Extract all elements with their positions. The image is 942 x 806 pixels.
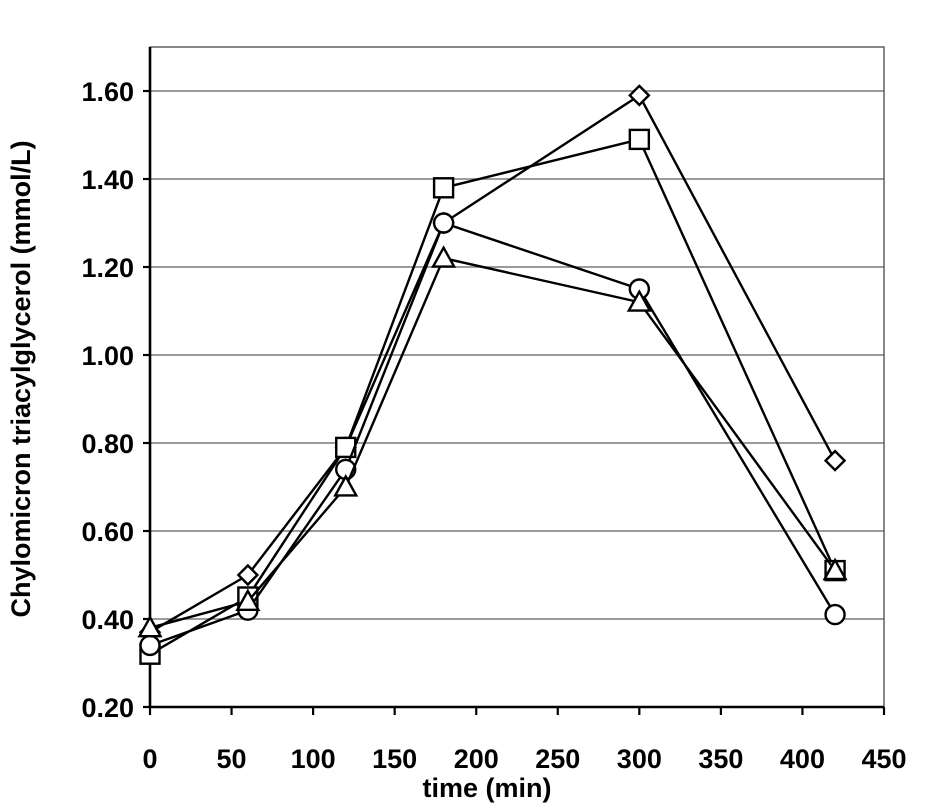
data-point-circle: [432, 212, 455, 234]
data-series: [137, 84, 848, 665]
grid-lines: [150, 90, 884, 620]
series-line-triangle: [149, 256, 837, 629]
data-point-triangle: [626, 289, 652, 312]
x-tick-label: 250: [535, 744, 580, 774]
x-tick-label: 450: [861, 744, 906, 774]
data-point-circle: [824, 603, 846, 626]
y-tick-label: 0.80: [81, 429, 134, 459]
x-tick-label: 0: [142, 744, 157, 774]
axes: [143, 47, 886, 715]
data-point-diamond: [236, 563, 260, 587]
y-tick-label: 0.40: [81, 605, 134, 635]
x-tick-label: 100: [291, 744, 336, 774]
x-tick-labels: 0 50 100 150 200 250 300 350 400 450: [142, 744, 906, 774]
y-tick-label: 1.20: [81, 253, 134, 283]
x-tick-label: 200: [454, 744, 499, 774]
data-point-triangle: [333, 474, 359, 497]
data-point-circle: [139, 634, 161, 657]
data-point-triangle: [137, 614, 163, 638]
x-axis-label: time (min): [422, 773, 551, 803]
y-tick-label: 1.60: [81, 77, 134, 107]
y-tick-label: 1.00: [81, 341, 134, 371]
series-triangle: [137, 245, 848, 638]
data-point-triangle: [822, 557, 848, 581]
data-point-triangle: [235, 588, 261, 611]
y-tick-label: 0.20: [81, 693, 134, 723]
data-point-triangle: [431, 245, 457, 268]
series-line-diamond: [149, 93, 837, 634]
y-tick-label: 0.60: [81, 517, 134, 547]
x-tick-label: 400: [780, 744, 825, 774]
data-point-diamond: [823, 449, 847, 472]
x-tick-label: 50: [217, 744, 247, 774]
y-axis-label: Chylomicron triacylglycerol (mmol/L): [6, 140, 36, 617]
data-point-square: [432, 177, 455, 199]
series-line-circle: [149, 221, 837, 647]
y-tick-labels: 0.20 0.40 0.60 0.80 1.00 1.20 1.40 1.60: [81, 77, 134, 723]
data-point-square: [628, 128, 651, 151]
x-tick-label: 300: [617, 744, 662, 774]
x-tick-label: 350: [698, 744, 743, 774]
x-tick-label: 150: [372, 744, 417, 774]
y-tick-label: 1.40: [81, 165, 134, 195]
data-point-diamond: [628, 84, 651, 107]
plot-area-frame: [149, 46, 885, 708]
series-diamond: [138, 84, 847, 644]
